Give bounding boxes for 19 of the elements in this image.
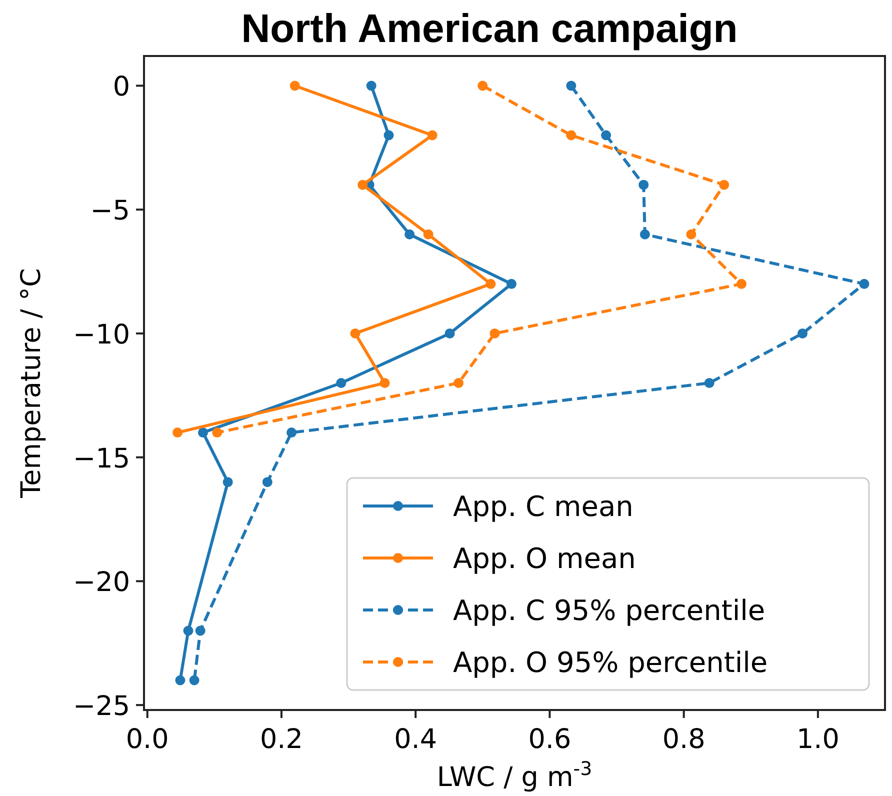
legend-label: App. C 95% percentile [453,594,766,627]
x-tick-label: 0.4 [394,724,438,755]
y-tick-label: −15 [73,443,130,474]
x-tick-label: 0.2 [260,724,303,755]
legend-label: App. O mean [453,542,636,575]
x-tick-label: 1.0 [796,724,840,755]
y-tick-label: −5 [90,196,130,227]
x-tick-label: 0.0 [126,724,169,755]
y-axis-title: Temperature / °C [16,268,47,499]
y-tick-label: −25 [73,691,130,722]
x-tick-label: 0.8 [662,724,706,755]
legend-label: App. O 95% percentile [453,646,768,679]
chart-title: North American campaign [241,7,738,51]
x-axis-title: LWC / g m$^{-3}$ [436,758,592,793]
y-tick-label: −20 [73,567,130,598]
y-tick-label: −10 [73,319,130,350]
y-tick-label: 0 [112,72,130,103]
legend-label: App. C mean [453,490,634,523]
x-tick-label: 0.6 [528,724,572,755]
